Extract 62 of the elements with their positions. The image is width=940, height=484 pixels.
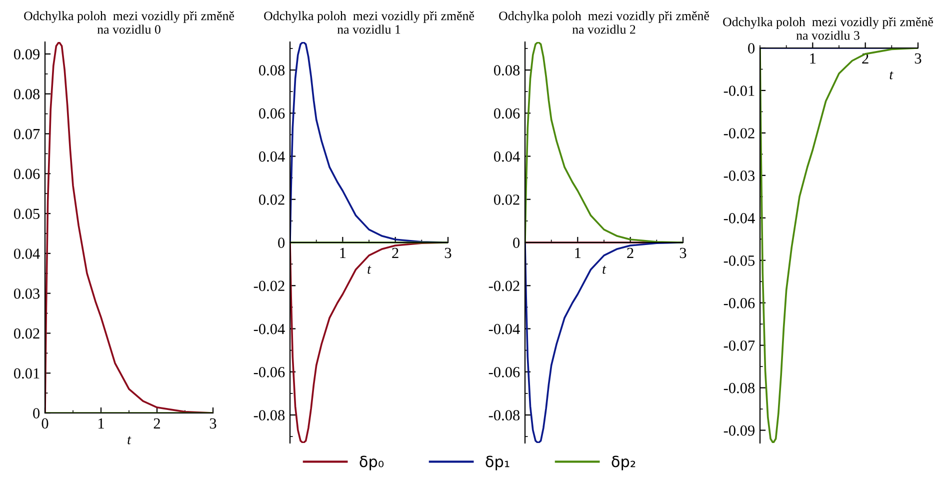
legend-label: δp₀ xyxy=(360,456,384,470)
y-tick-label: -0.02 xyxy=(254,280,284,292)
legend-label: δp₁ xyxy=(486,456,510,470)
y-tick-label: 0.04 xyxy=(14,248,40,259)
y-tick-label: -0.04 xyxy=(254,324,285,334)
y-tick-label: 0.07 xyxy=(14,128,40,140)
y-tick-label: 0.01 xyxy=(14,368,40,379)
y-tick-label: -0.05 xyxy=(724,256,755,266)
x-tick-label: 1 xyxy=(810,53,816,64)
y-tick-label: -0.06 xyxy=(488,366,520,378)
y-tick-label: -0.07 xyxy=(724,340,755,351)
y-tick-label: 0.05 xyxy=(14,208,40,220)
chart-title: Odchylka poloh mezi vozidly při změně na vozidlu 3 xyxy=(723,17,934,40)
y-tick-label: -0.09 xyxy=(724,425,755,436)
x-tick-label: 2 xyxy=(154,418,160,428)
x-tick-label: 3 xyxy=(914,53,922,64)
y-tick-label: 0.04 xyxy=(258,151,285,162)
y-tick-label: -0.08 xyxy=(724,382,755,394)
x-axis-title: t xyxy=(890,71,894,80)
x-tick-label: 1 xyxy=(98,418,104,428)
y-tick-label: -0.03 xyxy=(724,170,755,181)
y-tick-label: -0.06 xyxy=(254,366,285,378)
y-tick-label: 0.08 xyxy=(494,65,520,76)
y-tick-label: 0 xyxy=(33,408,40,418)
x-tick-label: 3 xyxy=(210,418,216,429)
line-series xyxy=(525,42,683,244)
y-tick-label: 0.08 xyxy=(258,65,285,76)
y-tick-label: 0.06 xyxy=(258,108,285,119)
x-tick-label: 1 xyxy=(340,248,346,258)
y-tick-label: 0.06 xyxy=(494,108,520,119)
legend-label: δp₂ xyxy=(612,456,636,470)
x-tick-label: 1 xyxy=(575,248,581,258)
y-tick-label: -0.04 xyxy=(724,213,755,224)
x-tick-label: 2 xyxy=(627,248,634,258)
y-tick-label: -0.04 xyxy=(488,324,520,334)
y-tick-label: -0.06 xyxy=(724,298,755,308)
y-tick-label: 0 xyxy=(748,43,755,54)
y-tick-label: -0.02 xyxy=(724,128,754,138)
chart-title: Odchylka poloh mezi vozidly při změně na vozidlu 2 xyxy=(499,11,710,34)
x-axis-title: t xyxy=(368,266,372,274)
y-tick-label: 0.09 xyxy=(14,49,40,60)
y-tick-label: -0.08 xyxy=(254,410,285,420)
x-tick-label: 3 xyxy=(680,248,686,258)
y-tick-label: 0.03 xyxy=(14,288,40,299)
y-tick-label: 0.06 xyxy=(14,168,40,180)
x-axis-title: t xyxy=(602,266,606,274)
y-tick-label: 0.02 xyxy=(14,328,40,339)
y-tick-label: 0 xyxy=(278,238,285,248)
y-tick-label: -0.02 xyxy=(488,280,520,292)
x-tick-label: 2 xyxy=(392,248,398,258)
x-tick-label: 0 xyxy=(42,418,48,429)
y-tick-label: 0.04 xyxy=(494,151,520,162)
y-tick-label: 0 xyxy=(513,238,520,248)
y-tick-label: -0.08 xyxy=(488,410,520,420)
chart-title: Odchylka poloh mezi vozidly při změně na vozidlu 0 xyxy=(24,11,234,34)
x-axis-title: t xyxy=(128,436,132,444)
y-tick-label: 0.02 xyxy=(494,194,520,205)
y-tick-label: 0.02 xyxy=(258,194,284,205)
chart-title: Odchylka poloh mezi vozidly při změně na vozidlu 1 xyxy=(264,11,474,34)
y-tick-label: -0.01 xyxy=(724,86,754,96)
y-tick-label: 0.08 xyxy=(14,89,40,100)
x-tick-label: 3 xyxy=(444,248,452,258)
